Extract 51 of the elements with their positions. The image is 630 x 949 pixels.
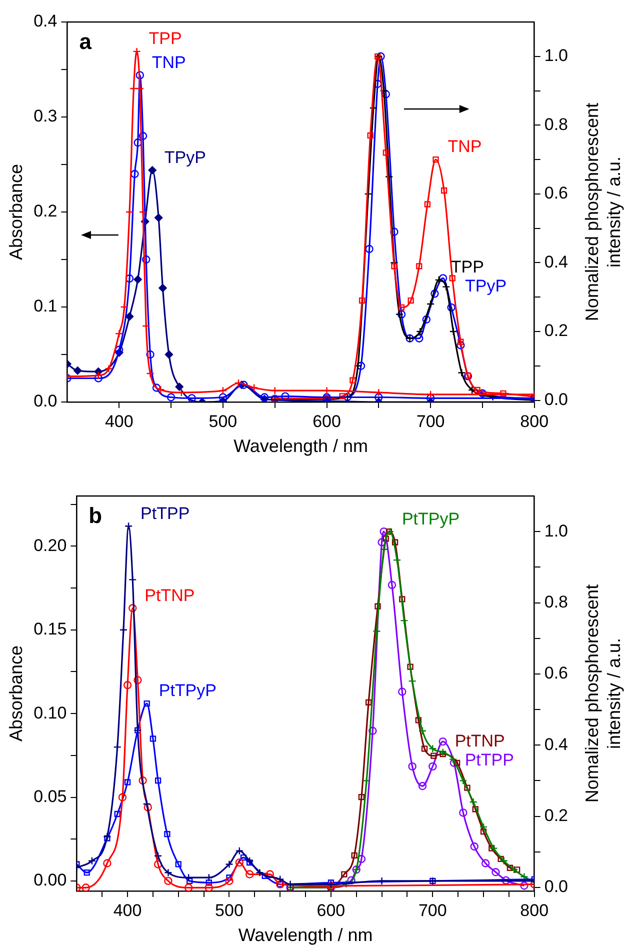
y2-tick-label: 0.8 [544,114,568,134]
y-tick-label: 0.4 [34,12,58,31]
x-tick-label: 800 [520,900,549,920]
x-tick-label: 700 [418,900,447,920]
y2-tick-label: 0.4 [544,252,568,272]
series-label: PtTPP [140,504,190,523]
y-tick-label: 0.00 [34,870,67,890]
x-axis-title: Wavelength / nm [234,436,368,456]
y-tick-label: 0.05 [34,786,67,806]
y-tick-label: 0.2 [34,202,58,221]
x-tick-label: 600 [316,900,346,920]
x-tick-label: 500 [208,412,238,431]
x-tick-label: 600 [312,412,341,431]
x-tick-label: 400 [113,900,142,920]
y2-tick-label: 0.0 [544,877,568,896]
y2-axis-title: Nomalized phosphorescent intensity / a.u. [582,102,624,322]
series-label: PtTNP [454,732,505,751]
y-axis-title: Absorbance [6,164,26,260]
y-tick-label: 0.20 [34,536,67,555]
x-tick-label: 500 [215,900,244,920]
x-axis-title: Wavelength / nm [238,925,373,946]
y2-tick-label: 0.0 [544,390,568,409]
y-tick-label: 0.0 [34,392,58,411]
y-axis-title: Absorbance [6,645,26,742]
y2-tick-label: 0.2 [544,321,568,340]
y2-tick-label: 1.0 [544,46,568,66]
series-label: PtTPyP [402,509,460,528]
y2-tick-label: 0.8 [544,592,568,612]
chart-title: a [79,29,92,54]
x-tick-label: 400 [104,412,134,431]
y2-axis-title: Nomalized phosphorescent intensity / a.u. [582,584,624,803]
y-tick-label: 0.1 [34,296,58,316]
series-label: TNP [448,137,482,156]
x-tick-label: 700 [416,412,445,431]
y-tick-label: 0.3 [34,106,58,126]
series-label: PtTNP [144,586,195,605]
y2-tick-label: 0.4 [544,734,568,754]
series-label: PtTPyP [158,681,216,700]
series-label: TPyP [164,148,206,167]
y-tick-label: 0.10 [34,703,67,722]
y2-tick-label: 0.6 [544,664,568,683]
y2-tick-label: 0.2 [544,806,568,825]
x-tick-label: 800 [520,412,549,431]
y-tick-label: 0.15 [34,620,67,639]
series-label: PtTPP [464,750,514,770]
series-label: TNP [152,52,186,72]
y2-tick-label: 1.0 [544,521,568,540]
series-label: TPP [148,29,182,48]
y2-tick-label: 0.6 [544,184,568,203]
chart-title: b [88,503,102,528]
series-label: TPyP [465,276,507,296]
